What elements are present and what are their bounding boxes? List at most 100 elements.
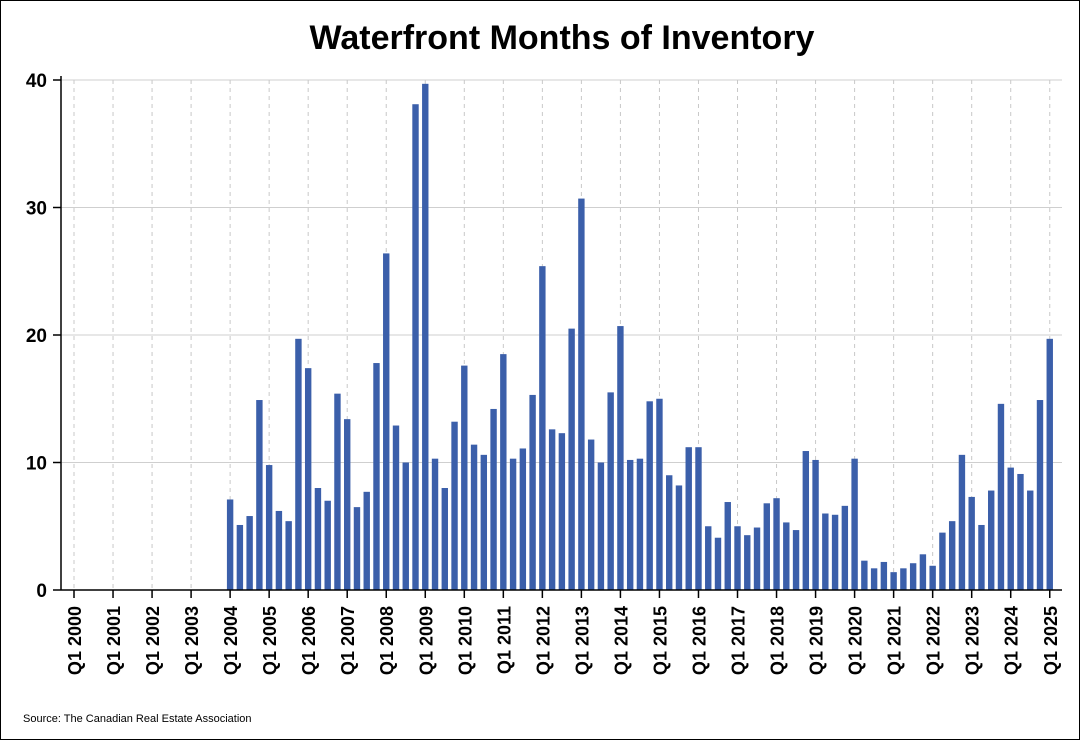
bar: Q3 2022: 5.4 (949, 521, 955, 590)
bar: Q4 2014: 14.8 (646, 401, 652, 590)
bar: Q3 2018: 4.7 (793, 530, 799, 590)
bar: Q1 2015: 15 (656, 399, 662, 590)
bar: Q4 2020: 2.2 (881, 562, 887, 590)
y-tick-label: 10 (26, 454, 47, 475)
bar: Q3 2019: 5.9 (832, 515, 838, 590)
source-note: Source: The Canadian Real Estate Associa… (23, 713, 252, 725)
bar: Q4 2016: 6.9 (725, 502, 731, 590)
bar: Q4 2007: 17.8 (373, 363, 379, 590)
bar: Q2 2010: 11.4 (471, 445, 477, 590)
bar: Q3 2020: 1.7 (871, 568, 877, 590)
bar: Q4 2006: 15.4 (334, 394, 340, 590)
bar: Q2 2020: 2.3 (861, 561, 867, 590)
bar: Q4 2010: 14.2 (490, 409, 496, 590)
bar: Q3 2010: 10.6 (481, 455, 487, 590)
bar: Q2 2012: 12.6 (549, 429, 555, 590)
bar: Q2 2024: 9.1 (1017, 474, 1023, 590)
x-tick-label: Q1 2023 (963, 606, 983, 675)
bar: Q2 2016: 5 (705, 526, 711, 590)
bar: Q3 2005: 5.4 (285, 521, 291, 590)
bar: Q4 2017: 6.8 (764, 503, 770, 590)
bar: Q2 2011: 10.3 (510, 459, 516, 590)
x-tick-label: Q1 2017 (729, 606, 749, 675)
x-tick-label: Q1 2022 (924, 606, 944, 675)
bar: Q1 2011: 18.5 (500, 354, 506, 590)
bar: Q4 2022: 10.6 (959, 455, 965, 590)
bar: Q1 2022: 1.9 (929, 566, 935, 590)
bar: Q1 2009: 39.7 (422, 84, 428, 590)
bar: Q3 2021: 2.1 (910, 563, 916, 590)
bar: Q4 2021: 2.8 (920, 554, 926, 590)
bar: Q3 2015: 8.2 (676, 485, 682, 590)
x-tick-label: Q1 2020 (846, 606, 866, 675)
bar: Q1 2012: 25.4 (539, 266, 545, 590)
bar: Q1 2014: 20.7 (617, 326, 623, 590)
bar: Q3 2009: 8 (442, 488, 448, 590)
bar: Q3 2006: 7 (324, 501, 330, 590)
bar: Q4 2005: 19.7 (295, 339, 301, 590)
x-axis-ticks: Q1 2000 Q1 2001 Q1 2002 Q1 2003 Q1 2004 Q1 20… (65, 606, 1061, 675)
y-tick-label: 20 (26, 326, 47, 347)
bar: Q3 2012: 12.3 (559, 433, 565, 590)
x-tick-label: Q1 2003 (182, 606, 202, 675)
bar: Q3 2023: 7.8 (988, 491, 994, 590)
bar: Q2 2013: 11.8 (588, 440, 594, 590)
bar: Q2 2021: 1.7 (900, 568, 906, 590)
x-tick-label: Q1 2006 (299, 606, 319, 675)
bar: Q4 2011: 15.3 (529, 395, 535, 590)
bar: Q1 2010: 17.6 (461, 366, 467, 590)
bar: Q1 2004: 7.1 (227, 499, 233, 590)
chart-title: Waterfront Months of Inventory (310, 19, 815, 57)
bar: Q2 2006: 8 (315, 488, 321, 590)
bar: Q2 2014: 10.2 (627, 460, 633, 590)
bar: Q2 2004: 5.1 (237, 525, 243, 590)
bar: Q4 2009: 13.2 (451, 422, 457, 590)
bar: Q1 2019: 10.2 (812, 460, 818, 590)
bar: Q1 2013: 30.7 (578, 199, 584, 590)
bar: Q1 2016: 11.2 (695, 447, 701, 590)
bar: Q4 2015: 11.2 (686, 447, 692, 590)
bar: Q4 2019: 6.6 (842, 506, 848, 590)
x-tick-label: Q1 2018 (768, 606, 788, 675)
bar: Q4 2004: 14.9 (256, 400, 262, 590)
bar: Q3 2007: 7.7 (364, 492, 370, 590)
x-tick-label: Q1 2016 (689, 606, 709, 675)
bar: Q2 2017: 4.3 (744, 535, 750, 590)
bar: Q1 2006: 17.4 (305, 368, 311, 590)
bar: Q3 2014: 10.3 (637, 459, 643, 590)
bar: Q1 2021: 1.4 (890, 572, 896, 590)
bar: Q1 2017: 5 (734, 526, 740, 590)
y-axis-ticks: 0 10 20 30 40 (26, 71, 47, 602)
bar: Q1 2023: 7.3 (968, 497, 974, 590)
bar: Q2 2008: 12.9 (393, 426, 399, 590)
bar: Q3 2011: 11.1 (520, 448, 526, 590)
x-tick-label: Q1 2004 (221, 606, 241, 675)
bar: Q4 2024: 14.9 (1037, 400, 1043, 590)
bar: Q4 2012: 20.5 (568, 329, 574, 590)
bar: Q3 2017: 4.9 (754, 528, 760, 590)
bar: Q2 2023: 5.1 (978, 525, 984, 590)
bar: Q1 2007: 13.4 (344, 419, 350, 590)
bar: Q2 2022: 4.5 (939, 533, 945, 590)
y-tick-label: 0 (36, 581, 47, 602)
x-tick-label: Q1 2008 (377, 606, 397, 675)
bar: Q1 2025: 19.7 (1047, 339, 1053, 590)
x-tick-label: Q1 2000 (65, 606, 85, 675)
bar: Q3 2004: 5.8 (246, 516, 252, 590)
bar: Q1 2020: 10.3 (851, 459, 857, 590)
y-tick-label: 40 (26, 71, 47, 92)
bar: Q2 2005: 6.2 (276, 511, 282, 590)
bar: Q1 2008: 26.4 (383, 253, 389, 590)
x-tick-label: Q1 2019 (807, 606, 827, 675)
bar: Q4 2018: 10.9 (803, 451, 809, 590)
x-tick-label: Q1 2012 (533, 606, 553, 675)
bar: Q1 2005: 9.8 (266, 465, 272, 590)
bar: Q3 2013: 10 (598, 463, 604, 591)
bar: Q3 2024: 7.8 (1027, 491, 1033, 590)
bar: Q4 2023: 14.6 (998, 404, 1004, 590)
x-tick-label: Q1 2007 (338, 606, 358, 675)
bar: Q2 2018: 5.3 (783, 522, 789, 590)
x-tick-label: Q1 2013 (572, 606, 592, 675)
